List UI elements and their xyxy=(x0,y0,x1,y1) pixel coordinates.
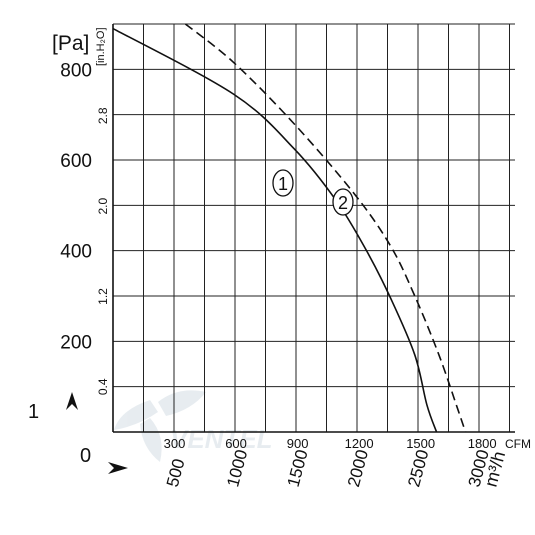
curve-2-marker: 2 xyxy=(332,188,354,216)
x-tick-label-cfm: 600 xyxy=(225,436,247,451)
side-label-upper: 1 xyxy=(28,401,39,423)
x-tick-label-cfm: 1800 xyxy=(468,436,497,451)
x-tick-label-cfm: 1200 xyxy=(345,436,374,451)
svg-text:VENTEL: VENTEL xyxy=(170,424,273,454)
x-tick-label-cfm: 900 xyxy=(287,436,309,451)
y-tick-label-pa: 600 xyxy=(60,151,92,172)
curves xyxy=(112,23,467,433)
y-tick-label-inh2o: 2.8 xyxy=(96,107,110,124)
curve-1-marker: 1 xyxy=(272,169,294,197)
arrow-up-icon xyxy=(66,392,78,410)
grid xyxy=(112,23,515,433)
series-line-1 xyxy=(112,27,438,433)
svg-text:2: 2 xyxy=(338,193,348,213)
x-tick-label-m3h: 500 xyxy=(163,457,189,489)
x-tick-label-cfm: 300 xyxy=(164,436,186,451)
watermark-logo: VENTEL xyxy=(114,390,273,462)
side-label-lower: 0 xyxy=(80,445,91,467)
x-unit-cfm: CFM xyxy=(505,437,531,451)
y-unit-inh2o: [in.H₂O] xyxy=(95,28,107,67)
x-tick-label-m3h: 2500 xyxy=(404,448,432,489)
series-line-2 xyxy=(184,23,467,433)
x-tick-label-cfm: 1500 xyxy=(406,436,435,451)
y-tick-label-inh2o: 2.0 xyxy=(96,197,110,214)
x-tick-label-m3h: 1500 xyxy=(284,448,312,489)
y-tick-label-pa: 200 xyxy=(60,332,92,353)
y-tick-label-pa: 400 xyxy=(60,242,92,263)
y-tick-label-inh2o: 0.4 xyxy=(96,378,110,395)
svg-text:1: 1 xyxy=(278,174,288,194)
x-tick-label-m3h: 2000 xyxy=(344,448,372,489)
y-unit-pa: [Pa] xyxy=(52,32,89,55)
y-tick-label-pa: 800 xyxy=(60,60,92,81)
y-tick-label-inh2o: 1.2 xyxy=(96,288,110,305)
arrow-right-icon xyxy=(108,462,128,474)
